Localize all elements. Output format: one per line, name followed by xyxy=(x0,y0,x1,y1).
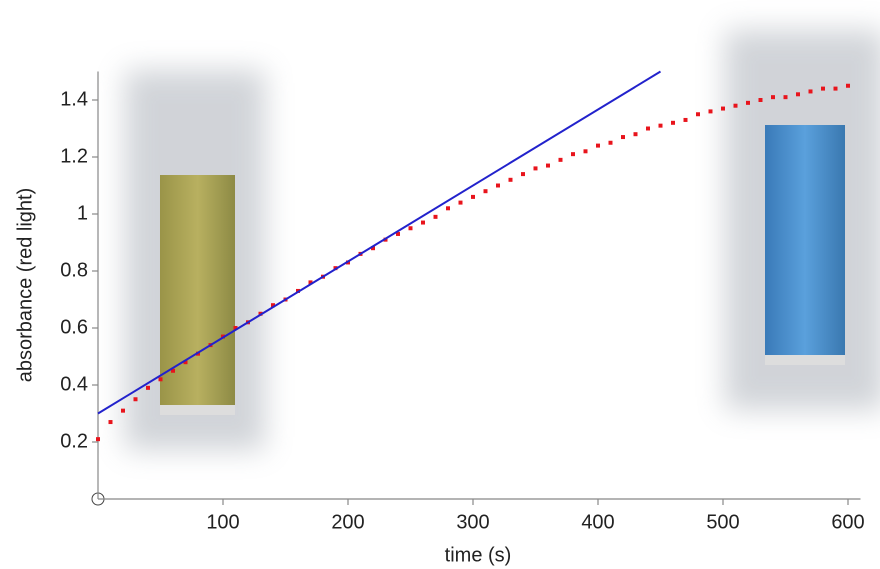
data-point xyxy=(633,132,638,137)
data-point xyxy=(471,194,475,199)
data-point xyxy=(396,231,400,236)
data-point xyxy=(558,157,563,162)
data-point xyxy=(708,109,713,114)
data-point xyxy=(371,246,375,251)
data-point xyxy=(671,120,675,125)
y-tick-label: 1 xyxy=(77,202,88,224)
x-tick-label: 100 xyxy=(206,511,239,533)
data-point xyxy=(771,95,775,100)
data-point xyxy=(271,303,275,308)
x-axis-label: time (s) xyxy=(445,544,512,566)
y-tick-label: 1.2 xyxy=(60,145,88,167)
x-tick-label: 600 xyxy=(831,511,864,533)
data-point xyxy=(758,98,763,102)
data-point xyxy=(233,326,238,330)
cuvette-blue xyxy=(725,30,880,410)
data-point xyxy=(171,368,175,373)
data-point xyxy=(808,89,813,94)
data-point xyxy=(683,117,688,122)
data-point xyxy=(621,135,625,140)
data-point xyxy=(458,200,463,205)
data-point xyxy=(658,123,663,128)
data-point xyxy=(783,95,788,100)
data-point xyxy=(308,280,313,285)
cuvette-yellow xyxy=(125,70,265,450)
data-point xyxy=(408,226,413,231)
data-point xyxy=(546,163,550,168)
y-tick-label: 0.2 xyxy=(60,430,88,452)
data-point xyxy=(483,189,488,194)
y-axis-label: absorbance (red light) xyxy=(14,188,36,383)
data-point xyxy=(146,385,150,390)
y-tick-label: 1.4 xyxy=(60,88,88,110)
data-point xyxy=(571,152,575,157)
x-tick-label: 200 xyxy=(331,511,364,533)
data-point xyxy=(96,437,100,442)
x-tick-label: 400 xyxy=(581,511,614,533)
data-point xyxy=(608,140,613,145)
data-point xyxy=(108,420,113,425)
data-point xyxy=(583,149,588,154)
data-point xyxy=(533,166,538,171)
fit-line xyxy=(97,70,662,415)
y-tick-label: 0.4 xyxy=(60,373,88,395)
data-point xyxy=(821,86,825,91)
data-point xyxy=(133,397,138,402)
data-point xyxy=(446,206,450,211)
data-point xyxy=(121,408,125,413)
data-point xyxy=(508,177,513,182)
data-point xyxy=(496,183,500,188)
data-point xyxy=(846,83,850,88)
data-point xyxy=(158,377,163,382)
data-point xyxy=(733,103,738,108)
data-point xyxy=(521,172,525,177)
data-point xyxy=(646,126,650,131)
data-point xyxy=(183,360,188,365)
data-point xyxy=(746,100,750,105)
data-point xyxy=(596,143,600,148)
data-point xyxy=(721,106,725,111)
data-point xyxy=(796,92,800,97)
y-tick-label: 0.6 xyxy=(60,316,88,338)
x-tick-label: 300 xyxy=(456,511,489,533)
data-point xyxy=(696,112,700,117)
x-tick-label: 500 xyxy=(706,511,739,533)
data-point xyxy=(833,86,838,91)
y-tick-label: 0.8 xyxy=(60,259,88,281)
data-point xyxy=(421,220,425,225)
data-point xyxy=(433,214,438,219)
